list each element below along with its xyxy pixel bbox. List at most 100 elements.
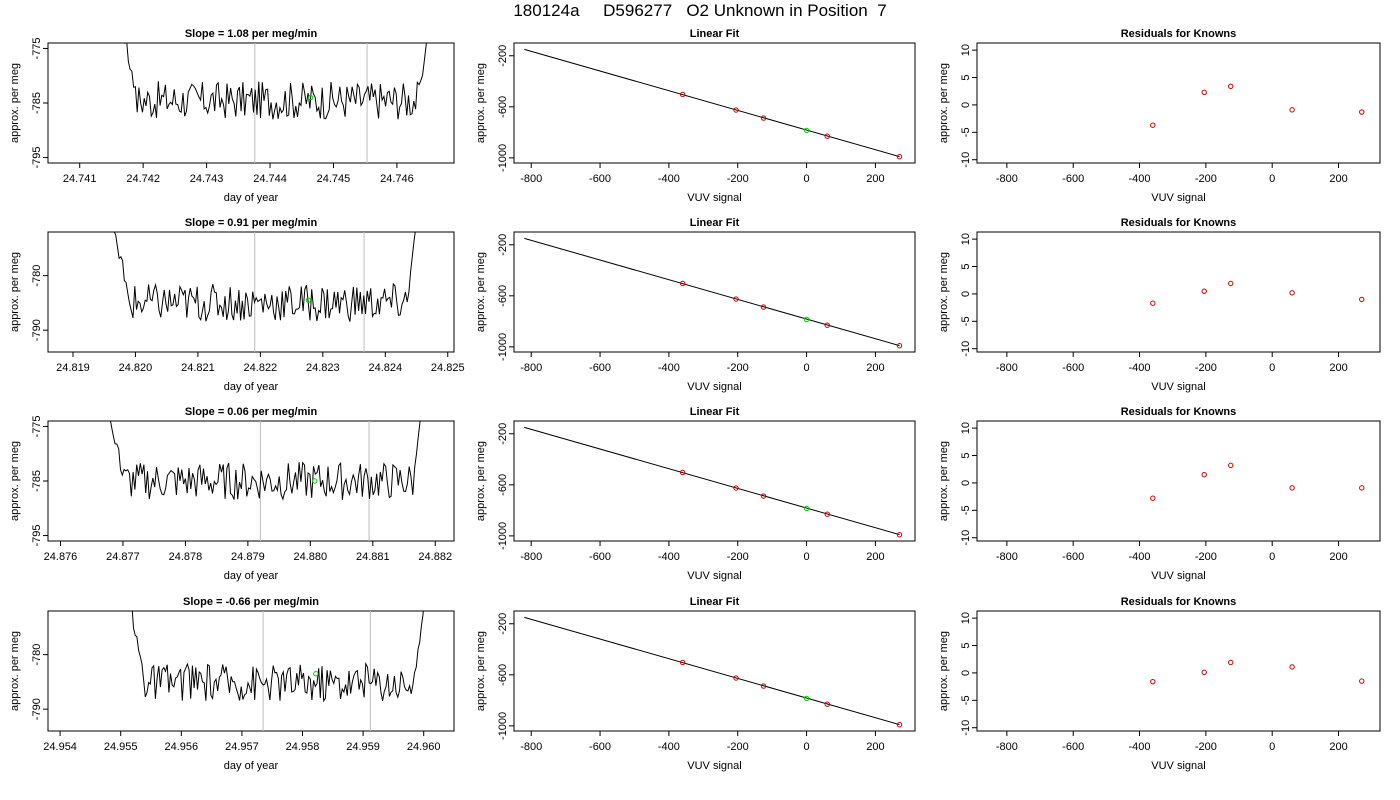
known-point [760,115,767,121]
y-tick-label: -200 [497,423,509,445]
x-tick-label: 24.821 [181,362,215,374]
unknown-point [803,127,810,134]
y-axis-label: approx. per meg [475,631,487,711]
plot-frame [513,42,916,164]
x-tick-label: 24.820 [119,362,153,374]
residual-point [1228,462,1234,469]
x-tick-label: 200 [866,362,884,374]
x-tick-label: -600 [1062,362,1084,374]
residual-point [1228,659,1234,666]
x-tick-label: -600 [589,741,611,753]
x-tick-label: 24.742 [126,173,160,185]
x-axis-label: VUV signal [687,192,741,204]
x-tick-label: 200 [1329,741,1347,753]
y-tick-label: -795 [31,525,43,547]
x-tick-label: -400 [1129,173,1151,185]
y-tick-label: -5 [960,695,972,705]
panel-title: Residuals for Knowns [1121,406,1237,418]
x-tick-label: -600 [1062,741,1084,753]
x-tick-label: -200 [727,362,749,374]
residual-point [1289,107,1295,113]
x-tick-label: 24.960 [407,741,441,753]
x-tick-label: -800 [996,741,1018,753]
x-tick-label: -400 [1129,741,1151,753]
fit-line [524,426,900,536]
panel-time-series-2: Slope = 0.91 per meg/min 24.819 24.820 24.8… [9,217,465,393]
x-tick-label: 24.745 [317,173,351,185]
residual-point [1289,290,1295,296]
plot-frame [976,610,1381,732]
known-point [824,322,830,328]
x-tick-label: 0 [804,173,810,185]
panel-linear-fit-1: Linear Fit -800 -600 -400 -200 0 200 -200 -600 -1… [475,28,916,204]
residual-point [1150,678,1156,685]
x-tick-label: -400 [658,362,680,374]
x-tick-label: 0 [1269,173,1275,185]
y-axis-label: approx. per meg [9,441,21,521]
unknown-point [803,695,810,702]
residual-point [1359,485,1365,491]
panel-title: Slope = -0.66 per meg/min [183,596,319,608]
y-axis-label: approx. per meg [475,63,487,143]
y-tick-label: 5 [960,263,972,269]
panel-residuals-2: Residuals for Knowns -800 -600 -400 -200 0 200… [938,217,1381,393]
known-point [824,511,830,517]
x-tick-label: -200 [1195,362,1217,374]
data-trace-line [131,611,424,703]
panel-title: Residuals for Knowns [1121,596,1237,608]
known-point [733,485,739,491]
panel-title: Slope = 0.91 per meg/min [185,217,318,229]
y-tick-label: -600 [497,474,509,496]
panel-residuals-4: Residuals for Knowns -800 -600 -400 -200 0 200… [938,596,1381,772]
x-tick-label: 24.958 [286,741,320,753]
panel-residuals-3: Residuals for Knowns -800 -600 -400 -200 0 200… [938,406,1381,582]
unknown-point [307,94,314,101]
x-axis-label: VUV signal [687,381,741,393]
y-tick-label: -10 [960,530,972,546]
x-tick-label: 24.882 [418,551,452,563]
known-point [896,722,903,728]
x-axis-label: VUV signal [1151,570,1205,582]
x-tick-label: 24.955 [104,741,138,753]
panel-title: Slope = 1.08 per meg/min [185,28,318,40]
y-tick-label: -795 [31,147,43,169]
x-tick-label: 24.746 [380,173,414,185]
y-tick-label: -775 [31,37,43,59]
data-trace-line [113,232,416,322]
x-tick-label: 200 [1329,551,1347,563]
y-tick-label: 0 [960,102,972,108]
y-tick-label: 10 [960,44,972,56]
y-tick-label: -200 [497,613,509,635]
x-tick-label: -400 [658,551,680,563]
plot-frame [513,610,916,732]
y-tick-label: 10 [960,422,972,434]
known-point [679,469,686,476]
x-tick-label: 200 [866,173,884,185]
y-tick-label: -10 [960,720,972,736]
known-point [824,701,830,707]
residual-point [1150,495,1156,501]
x-tick-label: -800 [520,741,542,753]
y-axis-label: approx. per meg [938,441,950,521]
known-point [760,683,767,689]
x-tick-label: -600 [589,551,611,563]
residual-point [1359,678,1365,684]
known-point [679,280,686,287]
panel-residuals-1: Residuals for Knowns -800 -600 -400 -200 0 200… [938,28,1381,204]
y-tick-label: -5 [960,505,972,515]
y-tick-label: -1000 [497,333,509,361]
x-tick-label: 200 [1329,362,1347,374]
panel-title: Linear Fit [690,28,740,40]
residual-point [1201,669,1207,676]
x-axis-label: VUV signal [1151,760,1205,772]
fit-line [524,616,900,726]
x-tick-label: -600 [1062,551,1084,563]
x-tick-label: 24.954 [43,741,77,753]
page-title: 180124a D596277 O2 Unknown in Position 7 [513,1,887,20]
plot-frame [976,42,1381,164]
x-tick-label: 24.956 [164,741,198,753]
y-tick-label: -1000 [497,144,509,172]
x-tick-label: 24.957 [225,741,259,753]
x-axis-label: day of year [224,760,279,772]
y-tick-label: -5 [960,316,972,326]
